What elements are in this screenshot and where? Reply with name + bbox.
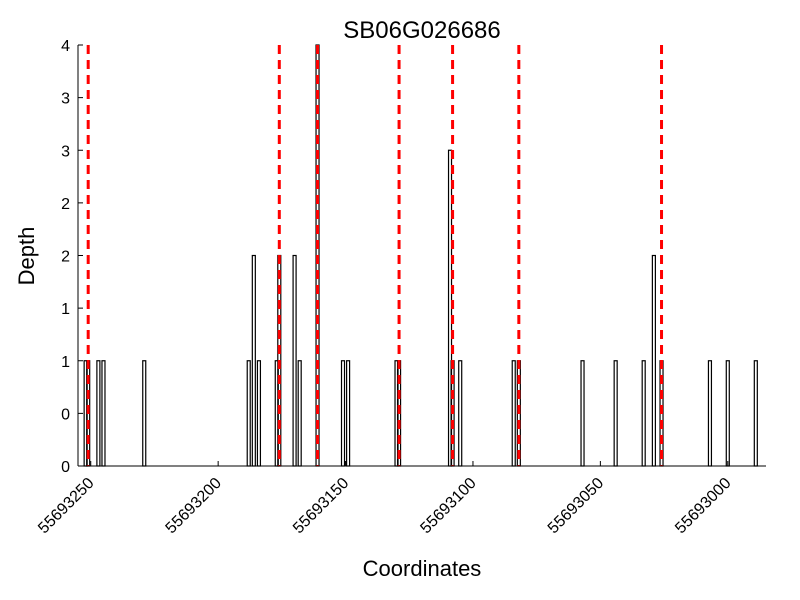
x-ticks-group: 55693250 55693200 55693150 55693100 55693050… bbox=[35, 461, 735, 537]
y-tick-label-8: 4 bbox=[61, 38, 70, 55]
bar-5 bbox=[246, 360, 251, 467]
x-tick-label-0: 55693250 bbox=[35, 475, 97, 537]
y-tick-label-1: 0 bbox=[61, 406, 70, 423]
x-tick-label-1: 55693200 bbox=[163, 475, 225, 537]
bar-4 bbox=[142, 360, 147, 467]
y-tick-label-2: 1 bbox=[61, 354, 70, 371]
bar-2 bbox=[96, 360, 101, 467]
bar-6 bbox=[251, 254, 256, 467]
chart-title: SB06G026686 bbox=[343, 17, 500, 44]
bar-20 bbox=[511, 360, 516, 467]
bar-29 bbox=[753, 360, 758, 467]
x-tick-label-5: 55693000 bbox=[672, 475, 734, 537]
x-tick-label-4: 55693050 bbox=[545, 475, 607, 537]
markers-group bbox=[86, 45, 664, 466]
x-tick-label-3: 55693100 bbox=[417, 475, 479, 537]
y-tick-label-7: 3 bbox=[61, 91, 70, 108]
y-tick-label-0: 0 bbox=[61, 459, 70, 476]
bar-22 bbox=[580, 360, 585, 467]
y-axis-label: Depth bbox=[14, 227, 39, 286]
bar-24 bbox=[641, 360, 646, 467]
bar-23 bbox=[613, 360, 618, 467]
y-tick-label-3: 1 bbox=[61, 301, 70, 318]
bars-group bbox=[83, 44, 758, 467]
bar-3 bbox=[101, 360, 106, 467]
x-axis-label: Coordinates bbox=[363, 556, 482, 581]
bar-28 bbox=[725, 360, 730, 467]
bar-27 bbox=[707, 360, 713, 467]
x-tick-label-2: 55693150 bbox=[290, 475, 352, 537]
bar-10 bbox=[292, 254, 297, 467]
bar-19 bbox=[458, 360, 463, 467]
bar-11 bbox=[297, 360, 302, 467]
y-tick-label-6: 3 bbox=[61, 143, 70, 160]
bar-25 bbox=[651, 254, 656, 467]
y-ticks-group: 0 0 1 1 2 2 3 3 4 bbox=[61, 38, 83, 476]
y-tick-label-4: 2 bbox=[61, 249, 70, 266]
y-tick-label-5: 2 bbox=[61, 196, 70, 213]
bar-7 bbox=[256, 360, 262, 467]
bar-14 bbox=[346, 360, 351, 467]
bar-13 bbox=[340, 360, 346, 467]
